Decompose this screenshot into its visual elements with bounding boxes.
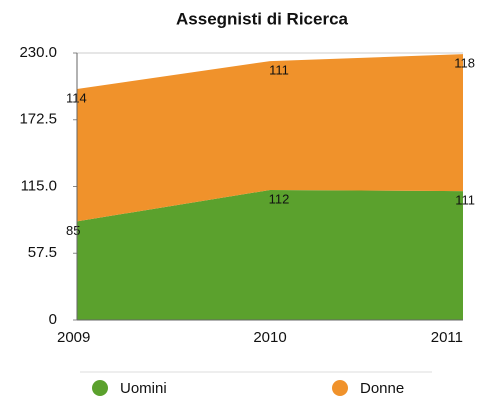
data-label: 112	[269, 191, 290, 206]
legend-label: Uomini	[120, 380, 167, 397]
x-tick-label: 2009	[57, 329, 90, 346]
chart-title: Assegnisti di Ricerca	[176, 9, 349, 28]
data-label: 111	[269, 63, 289, 78]
legend-swatch	[332, 380, 348, 396]
data-label: 118	[454, 56, 475, 71]
legend-swatch	[92, 380, 108, 396]
y-tick-label: 230.0	[19, 44, 57, 61]
data-label: 85	[66, 223, 80, 238]
x-tick-label: 2010	[253, 329, 286, 346]
data-label: 111	[455, 193, 475, 208]
legend-label: Donne	[360, 380, 404, 397]
data-label: 114	[66, 90, 87, 105]
y-tick-label: 172.5	[19, 111, 57, 128]
area	[77, 54, 463, 222]
y-tick-label: 0	[49, 311, 57, 328]
y-tick-label: 115.0	[21, 177, 57, 194]
area	[77, 189, 463, 320]
x-tick-label: 2011	[431, 329, 463, 346]
y-tick-label: 57.5	[28, 244, 57, 261]
